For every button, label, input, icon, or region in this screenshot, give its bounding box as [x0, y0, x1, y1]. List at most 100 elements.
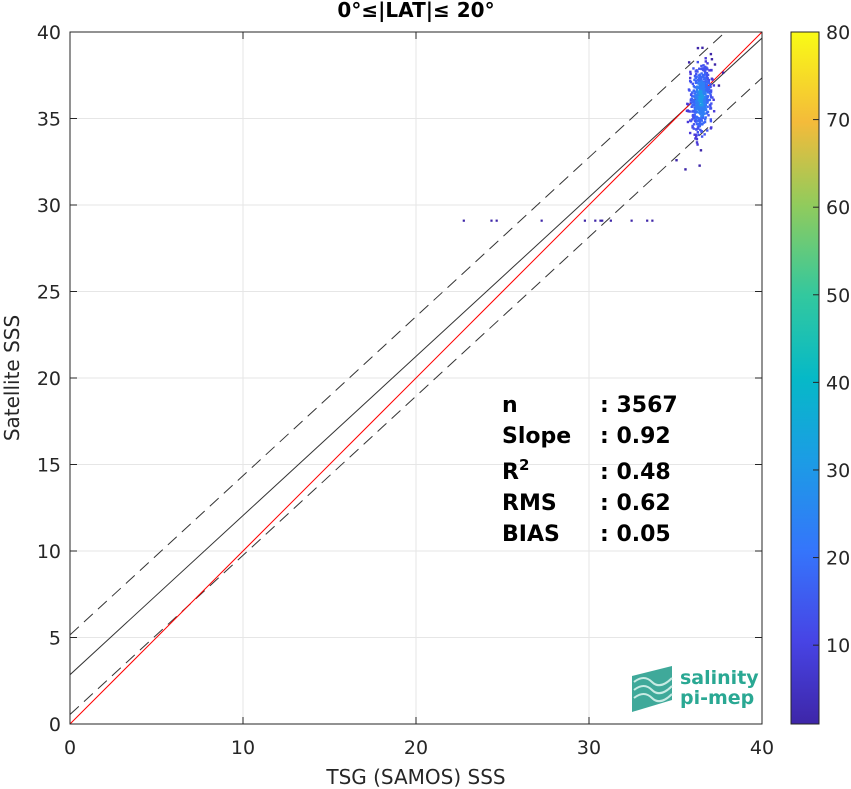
density-cell	[706, 86, 710, 89]
colorbar	[790, 31, 820, 725]
density-cell	[685, 109, 689, 113]
density-cell	[691, 124, 694, 128]
density-cell	[702, 112, 705, 116]
density-cell	[688, 131, 692, 135]
density-cell	[695, 97, 699, 100]
stat-label: n	[502, 393, 518, 418]
density-cell	[651, 219, 654, 222]
density-cell	[706, 110, 709, 114]
stat-label-superscript: 2	[519, 456, 529, 474]
colorbar-tick-label: 40	[826, 372, 850, 394]
density-cell	[693, 92, 696, 95]
density-cell	[704, 108, 707, 111]
stat-value: : 3567	[600, 393, 678, 418]
density-cell	[711, 78, 714, 81]
density-cell	[701, 88, 705, 92]
colorbar-tick-label: 50	[826, 285, 850, 307]
density-cell	[630, 219, 633, 222]
stat-value: : 0.62	[600, 491, 671, 516]
density-cell	[684, 168, 687, 171]
density-cell	[690, 95, 694, 98]
density-cell	[710, 102, 713, 105]
density-cell	[701, 114, 705, 118]
density-cell	[696, 102, 700, 105]
density-cell	[692, 89, 695, 93]
density-cell	[708, 69, 711, 72]
density-cell	[709, 83, 712, 86]
salinity-pimep-logo: salinity pi-mep	[632, 666, 759, 712]
colorbar-tick-label: 70	[826, 110, 850, 132]
density-cell	[709, 104, 712, 108]
density-cell	[694, 94, 697, 97]
density-cell	[690, 93, 693, 96]
density-cell	[700, 114, 703, 117]
density-cell	[700, 130, 703, 133]
density-cell	[701, 91, 705, 94]
density-cell	[703, 90, 706, 93]
density-cell	[609, 219, 612, 222]
density-cell	[687, 88, 691, 91]
density-cell	[696, 95, 699, 98]
stat-value: : 0.48	[600, 460, 671, 485]
density-cell	[709, 118, 712, 121]
colorbar-tick-label: 60	[826, 197, 850, 219]
density-cell	[700, 72, 703, 75]
density-cell	[700, 135, 704, 138]
y-tick-label: 5	[49, 628, 61, 650]
density-cell	[710, 69, 713, 72]
density-cell	[705, 73, 709, 77]
density-cell	[695, 72, 698, 76]
density-cell	[686, 120, 690, 124]
density-cell	[704, 60, 708, 63]
fit-upper-bound-line	[70, 32, 727, 636]
density-cell	[689, 80, 693, 84]
density-cell	[704, 92, 707, 96]
density-cell	[490, 219, 493, 222]
logo-line1: salinity	[680, 667, 759, 689]
y-tick-label: 0	[49, 714, 61, 736]
density-cell	[704, 65, 707, 69]
density-cell	[712, 84, 716, 87]
x-tick-label: 20	[404, 737, 428, 759]
density-cell	[697, 123, 700, 126]
density-cell	[708, 92, 712, 95]
density-cell	[695, 86, 698, 89]
colorbar-tick-label: 80	[826, 22, 850, 44]
density-cell	[694, 95, 698, 99]
density-cell	[693, 108, 697, 112]
density-cell	[706, 129, 709, 132]
density-cell	[698, 67, 701, 70]
density-cell	[704, 98, 708, 102]
density-cell	[703, 81, 707, 85]
x-axis-label: TSG (SAMOS) SSS	[325, 765, 505, 789]
density-cell	[691, 103, 695, 107]
density-cell	[695, 88, 699, 91]
density-cell	[705, 112, 708, 115]
density-cell	[703, 76, 707, 79]
density-cell	[705, 66, 708, 69]
density-cell	[698, 109, 702, 112]
density-cell	[705, 71, 709, 75]
density-cell	[697, 111, 700, 114]
stat-value: : 0.92	[600, 424, 671, 449]
y-tick-label: 40	[37, 22, 61, 44]
density-cell	[691, 82, 695, 85]
density-cell	[694, 111, 697, 114]
density-cell	[540, 219, 543, 222]
density-cell	[700, 77, 703, 81]
reference-lines	[70, 32, 762, 724]
density-cell	[693, 74, 697, 78]
density-cell	[599, 219, 602, 222]
density-cell	[713, 63, 717, 66]
density-cell	[701, 116, 705, 120]
colorbar-tick-label: 10	[826, 635, 850, 657]
density-cell	[462, 219, 465, 222]
density-cell	[691, 113, 695, 117]
density-cell	[694, 135, 698, 138]
density-cell	[692, 95, 695, 98]
y-axis-ticks: 0 5 10 15 20 25 30 35 40	[37, 22, 762, 736]
density-cell	[701, 46, 704, 50]
density-cell	[601, 219, 604, 222]
x-tick-label: 40	[750, 737, 774, 759]
density-cell	[704, 96, 707, 99]
